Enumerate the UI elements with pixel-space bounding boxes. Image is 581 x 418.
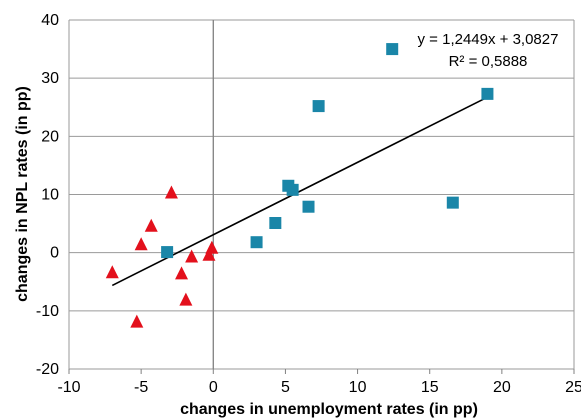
square-point xyxy=(161,246,174,259)
gridlines xyxy=(69,19,574,370)
triangle-point xyxy=(134,237,148,251)
y-tick-label: 20 xyxy=(41,128,59,145)
y-tick-labels: -20 -10 0 10 20 30 40 xyxy=(36,12,59,378)
y-axis-title: changes in NPL rates (in pp) xyxy=(14,86,31,302)
data-points xyxy=(105,43,494,328)
triangle-point xyxy=(130,314,144,328)
x-tick-label: 20 xyxy=(493,379,511,396)
triangle-point xyxy=(105,265,119,279)
triangle-point xyxy=(175,266,189,280)
y-tick-label: 40 xyxy=(41,12,59,29)
y-tick-label: 0 xyxy=(50,245,59,262)
x-tick-labels: -10 -5 0 5 10 15 20 25 xyxy=(57,379,581,396)
trendline xyxy=(111,96,488,287)
axes xyxy=(68,20,575,374)
y-tick-label: -10 xyxy=(36,303,59,320)
trendline-r-squared: R² = 0,5888 xyxy=(449,53,528,70)
square-point xyxy=(446,196,459,209)
square-point xyxy=(312,100,325,113)
square-point xyxy=(250,236,263,249)
square-point xyxy=(481,87,494,100)
x-tick-label: 25 xyxy=(565,379,581,396)
trendline-group xyxy=(111,96,488,287)
triangle-point xyxy=(202,247,216,261)
triangle-point xyxy=(205,240,219,254)
x-tick-label: -10 xyxy=(57,379,80,396)
x-tick-label: 10 xyxy=(349,379,367,396)
y-tick-label: -20 xyxy=(36,361,59,378)
triangle-point xyxy=(185,249,199,263)
square-point xyxy=(269,217,282,230)
x-tick-label: 5 xyxy=(281,379,290,396)
square-point xyxy=(386,43,399,56)
x-axis-title: changes in unemployment rates (in pp) xyxy=(180,401,478,418)
triangle-point xyxy=(179,292,193,306)
triangle-point xyxy=(144,218,158,232)
square-point xyxy=(302,200,315,213)
trendline-equation: y = 1,2449x + 3,0827 xyxy=(418,31,559,48)
triangle-point xyxy=(164,185,178,199)
y-tick-label: 10 xyxy=(41,187,59,204)
x-tick-label: 15 xyxy=(421,379,439,396)
y-tick-label: 30 xyxy=(41,70,59,87)
x-tick-label: -5 xyxy=(134,379,148,396)
x-tick-label: 0 xyxy=(209,379,218,396)
square-point xyxy=(286,183,299,196)
